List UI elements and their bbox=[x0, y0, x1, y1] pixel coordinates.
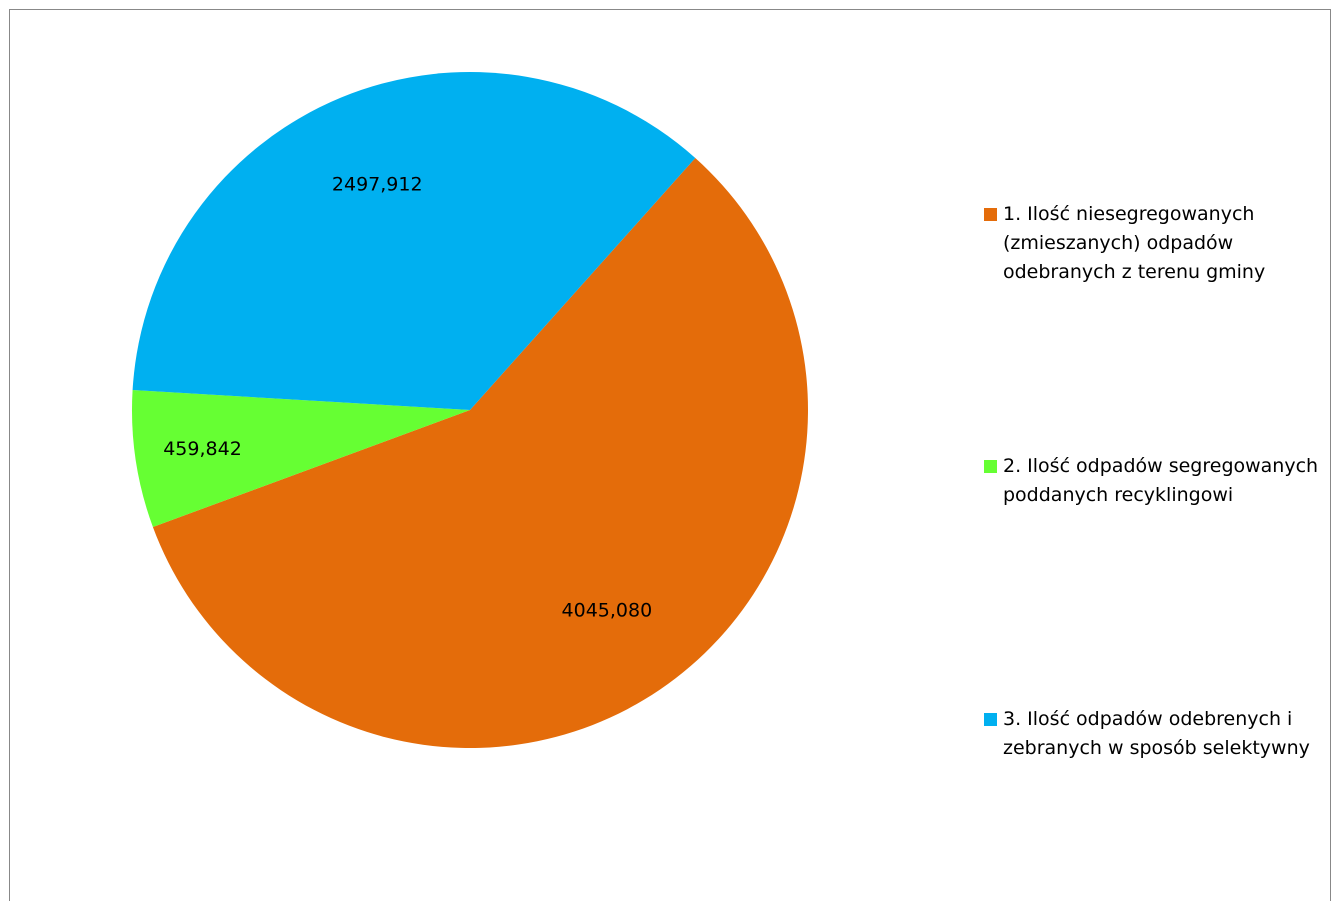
pie-slice bbox=[131, 390, 470, 527]
legend-label: 1. Ilość niesegregowanych (zmieszanych) … bbox=[1003, 203, 1266, 283]
legend-label: 3. Ilość odpadów odebrenych i zebranych … bbox=[1003, 708, 1310, 759]
pie-slice bbox=[152, 158, 808, 748]
legend-swatch bbox=[984, 208, 997, 221]
chart-frame bbox=[9, 9, 1331, 901]
data-label: 4045,080 bbox=[562, 600, 653, 622]
pie-slice bbox=[132, 72, 696, 410]
legend-label: 2. Ilość odpadów segregowanych poddanych… bbox=[1003, 455, 1319, 506]
legend-swatch bbox=[984, 713, 997, 726]
data-label: 459,842 bbox=[163, 438, 242, 460]
data-label: 2497,912 bbox=[332, 174, 423, 196]
legend-swatch bbox=[984, 460, 997, 473]
